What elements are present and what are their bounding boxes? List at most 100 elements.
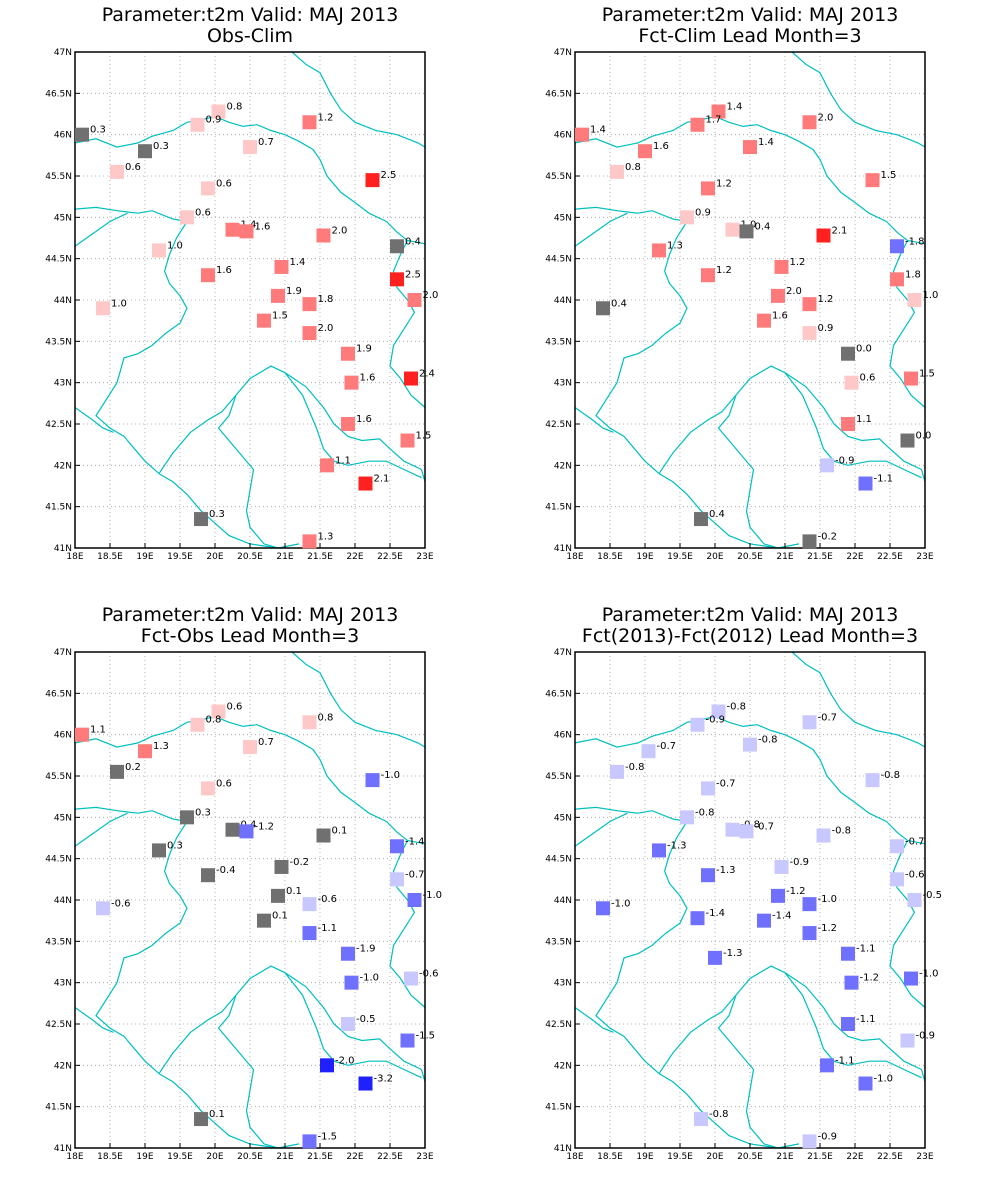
station-marker: [907, 893, 922, 907]
station-value-label: 1.6: [772, 311, 788, 322]
station-value-label: -1.9: [356, 944, 376, 955]
station-value-label: 0.3: [195, 807, 211, 818]
station-value-label: 2.5: [381, 170, 397, 181]
station-marker: [652, 243, 666, 258]
station-value-label: -1.0: [919, 969, 939, 980]
y-tick-label: 43N: [554, 979, 572, 989]
x-tick-label: 19.5E: [667, 552, 693, 562]
station-marker: [390, 872, 404, 887]
station-value-label: 0.3: [209, 509, 225, 520]
x-tick-label: 23E: [916, 552, 933, 562]
station-marker: [243, 140, 257, 155]
station-value-label: 1.6: [653, 141, 669, 152]
station-value-label: 1.1: [856, 414, 872, 425]
station-marker: [302, 534, 317, 549]
x-tick-label: 21E: [776, 552, 793, 562]
y-tick-label: 45N: [54, 813, 72, 823]
station-marker: [302, 326, 317, 341]
station-value-label: -1.0: [874, 1074, 894, 1085]
y-tick-label: 45.5N: [545, 772, 572, 782]
station-value-label: 2.0: [332, 226, 348, 237]
x-tick-label: 18.5E: [597, 1152, 623, 1162]
station-value-label: 1.0: [167, 240, 183, 251]
station-marker: [725, 222, 740, 237]
station-marker: [690, 117, 705, 132]
x-tick-label: 20E: [206, 552, 223, 562]
y-tick-label: 44N: [54, 296, 72, 306]
country-borders: [574, 651, 926, 1149]
station-marker: [904, 971, 918, 986]
station-value-label: -0.7: [716, 778, 736, 789]
panel-subtitle: Fct(2013)-Fct(2012) Lead Month=3: [582, 625, 918, 647]
border-line: [74, 212, 128, 247]
station-marker: [271, 288, 285, 303]
station-value-label: 0.6: [216, 778, 232, 789]
x-tick-label: 21E: [776, 1152, 793, 1162]
y-tick-label: 46N: [554, 731, 572, 741]
station-value-label: -1.0: [381, 770, 401, 781]
y-tick-label: 43.5N: [545, 937, 572, 947]
border-line: [574, 1007, 614, 1033]
station-value-label: 1.9: [356, 344, 372, 355]
station-marker: [890, 272, 904, 287]
station-marker: [243, 740, 257, 755]
station-value-label: 0.7: [258, 737, 274, 748]
y-tick-label: 41.5N: [545, 503, 572, 513]
border-line: [574, 206, 688, 475]
x-tick-label: 19E: [136, 1152, 153, 1162]
station-value-label: -1.0: [360, 973, 380, 984]
border-line: [158, 365, 426, 483]
y-tick-label: 44N: [54, 896, 72, 906]
station-marker: [225, 822, 240, 837]
x-tick-label: 19.5E: [667, 1152, 693, 1162]
station-marker: [302, 115, 317, 130]
station-marker: [110, 764, 124, 779]
x-tick-label: 22E: [346, 1152, 363, 1162]
station-marker: [341, 346, 355, 361]
station-marker: [802, 326, 817, 341]
border-line: [658, 473, 800, 549]
station-value-label: 0.1: [272, 911, 288, 922]
border-line: [74, 806, 188, 1075]
station-marker: [694, 512, 708, 527]
station-marker: [680, 210, 694, 225]
y-tick-label: 45.5N: [45, 172, 72, 182]
station-marker: [802, 897, 817, 912]
x-tick-label: 19.5E: [167, 552, 193, 562]
border-line: [889, 240, 926, 408]
station-value-label: 1.6: [255, 221, 271, 232]
station-value-label: 1.0: [923, 290, 939, 301]
station-marker: [690, 911, 705, 926]
station-value-label: 1.4: [727, 102, 743, 113]
station-marker: [711, 704, 726, 719]
station-value-label: 1.2: [818, 294, 834, 305]
station-marker: [201, 268, 215, 283]
station-marker: [194, 512, 208, 527]
station-marker: [190, 717, 205, 732]
station-marker: [194, 1112, 208, 1127]
station-value-label: -0.6: [111, 898, 131, 909]
x-tick-label: 21E: [276, 1152, 293, 1162]
y-tick-label: 46N: [554, 131, 572, 141]
station-marker: [743, 737, 757, 752]
station-value-label: -1.0: [818, 894, 838, 905]
station-value-label: 0.9: [206, 115, 222, 126]
border-line: [389, 240, 426, 408]
station-marker: [865, 773, 880, 788]
station-value-label: 0.1: [286, 886, 302, 897]
x-tick-label: 19.5E: [167, 1152, 193, 1162]
country-borders: [74, 651, 426, 1149]
x-tick-label: 19E: [636, 1152, 653, 1162]
x-tick-label: 21.5E: [807, 1152, 833, 1162]
station-value-label: -1.8: [905, 236, 925, 247]
x-tick-label: 22E: [846, 1152, 863, 1162]
station-marker: [743, 140, 757, 155]
station-value-label: 1.7: [706, 115, 722, 126]
station-value-label: 0.0: [916, 431, 932, 442]
station-marker: [316, 228, 331, 243]
station-marker: [96, 301, 110, 316]
station-value-label: 0.8: [227, 102, 243, 113]
station-value-label: 0.4: [405, 236, 421, 247]
border-line: [74, 1007, 114, 1033]
x-tick-label: 18E: [66, 552, 83, 562]
